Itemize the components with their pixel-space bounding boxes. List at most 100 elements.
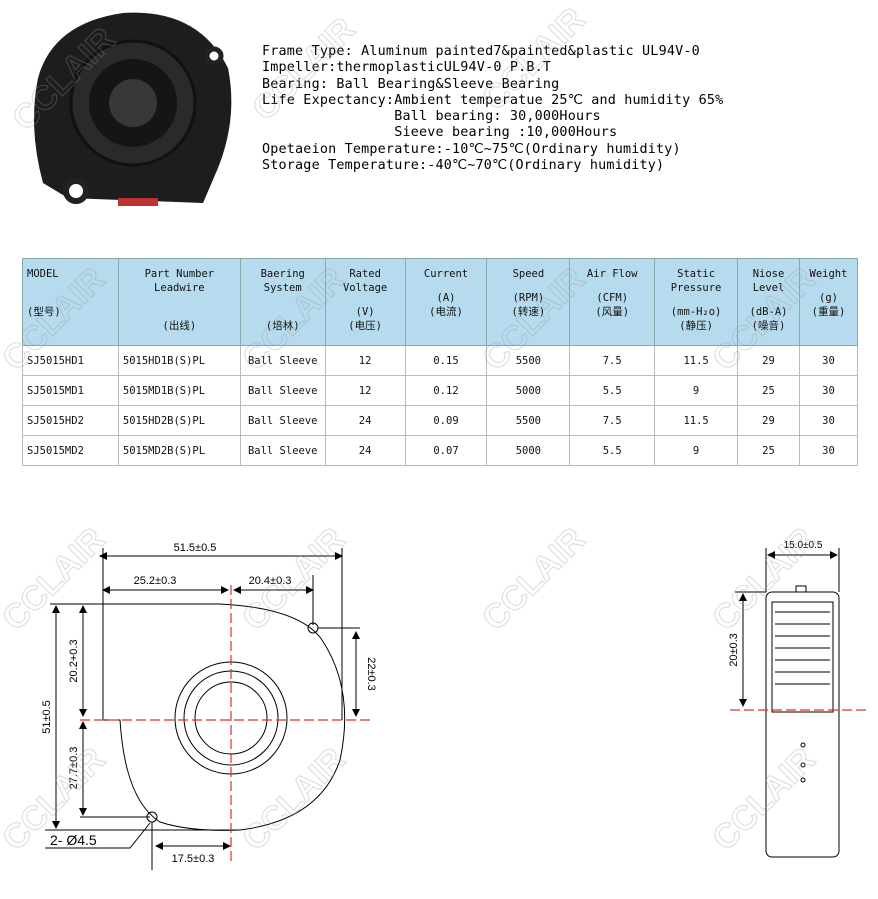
table-cell: 12 — [324, 345, 406, 376]
table-cell: 25 — [737, 435, 800, 466]
header-label: Weight — [809, 268, 848, 280]
table-cell: 30 — [798, 345, 859, 376]
table-cell: 5000 — [486, 435, 571, 466]
table-body: SJ5015HD1 5015HD1B(S)PL Ball Sleeve 12 0.15 5… — [22, 345, 859, 466]
table-cell: 29 — [737, 345, 800, 376]
column-header: Part Number Leadwire (出线) — [117, 258, 241, 346]
front-view-drawing — [45, 548, 360, 870]
header-label: Static Pressure — [670, 268, 722, 294]
table-cell: 5.5 — [569, 435, 656, 466]
table-cell: 5500 — [486, 405, 571, 436]
spec-line: Sieeve bearing :10,000Hours — [262, 125, 618, 141]
spec-line: Frame Type: Aluminum painted7&painted&pl… — [262, 44, 700, 59]
blower-fan-photo — [34, 12, 232, 206]
table-cell: 9 — [654, 435, 739, 466]
header-unit: (dB-A) — [749, 306, 788, 318]
spec-line: Bearing: Ball Bearing&Sleeve Bearing — [262, 76, 560, 92]
dim-overall-height: 51±0.5 — [41, 700, 53, 734]
table-cell: 7.5 — [569, 345, 656, 376]
table-cell: SJ5015HD2 — [22, 405, 119, 436]
column-header: Weight (g) (重量) — [798, 258, 859, 346]
header-unit — [243, 305, 323, 319]
table-cell: 9 — [654, 375, 739, 406]
dim-center-to-bottom-hole: 27.7±0.3 — [68, 747, 80, 790]
dim-overall-width: 51.5±0.5 — [174, 542, 217, 554]
header-chinese: (出线) — [162, 320, 197, 332]
header-chinese: (噪音) — [751, 320, 786, 332]
header-chinese: (电压) — [348, 320, 382, 332]
header-label: Niose Level — [752, 268, 785, 294]
column-header: Baering System (培林) — [239, 258, 326, 346]
table-cell: 7.5 — [569, 405, 656, 436]
header-unit: (A) — [436, 292, 456, 304]
table-cell: Ball Sleeve — [239, 345, 326, 376]
table-cell: 5015MD2B(S)PL — [117, 435, 241, 466]
header-unit: (g) — [819, 292, 838, 304]
column-header: Current (A) (电流) — [404, 258, 488, 346]
header-label: Air Flow — [586, 268, 638, 280]
table-row: SJ5015HD2 5015HD2B(S)PL Ball Sleeve 24 0.09 5… — [22, 405, 859, 436]
header-label: Speed — [512, 268, 545, 280]
header-chinese: (重量) — [811, 306, 846, 318]
side-view-drawing — [735, 548, 840, 858]
header-unit: (CFM) — [596, 292, 629, 304]
header-label: MODEL — [27, 268, 59, 280]
table-cell: Ball Sleeve — [239, 435, 326, 466]
table-row: SJ5015HD1 5015HD1B(S)PL Ball Sleeve 12 0.15 5… — [22, 345, 859, 376]
spec-line: Storage Temperature:-40℃~70℃(Ordinary hu… — [262, 158, 665, 174]
header-label: Current — [423, 268, 469, 280]
table-cell: 5000 — [486, 375, 571, 406]
dim-center-to-hole: 20.4±0.3 — [249, 575, 292, 587]
table-cell: 24 — [324, 405, 406, 436]
spec-line: Opetaeion Temperature:-10℃~75℃(Ordinary … — [262, 141, 681, 157]
table-cell: 5015MD1B(S)PL — [117, 375, 241, 406]
dim-bottom-hole-offset: 17.5±0.3 — [172, 853, 215, 865]
front-view-centerlines — [80, 585, 372, 862]
table-header-row: MODEL (型号) Part Number Leadwire (出线) Baeri… — [22, 258, 859, 346]
header-chinese: (风量) — [595, 306, 630, 318]
column-header: Speed (RPM) (转速) — [486, 258, 571, 346]
table-cell: 30 — [798, 435, 859, 466]
dim-holes: 2- Ø4.5 — [50, 832, 97, 848]
header-unit: (V) — [355, 306, 375, 318]
column-header: Rated Voltage (V) (电压) — [324, 258, 406, 346]
column-header: MODEL (型号) — [22, 258, 119, 346]
table-cell: 29 — [737, 405, 800, 436]
header-chinese: (转速) — [511, 306, 546, 318]
table-cell: 30 — [798, 405, 859, 436]
table-cell: SJ5015MD1 — [22, 375, 119, 406]
table-cell: 12 — [324, 375, 406, 406]
column-header: Static Pressure (mm-H₂o) (静压) — [654, 258, 739, 346]
header-unit: (mm-H₂o) — [670, 306, 722, 318]
header-unit: (RPM) — [512, 292, 545, 304]
table-cell: 0.12 — [404, 375, 488, 406]
table-cell: 5.5 — [569, 375, 656, 406]
table-cell: 24 — [324, 435, 406, 466]
column-header: Niose Level (dB-A) (噪音) — [737, 258, 800, 346]
spec-text: Frame Type: Aluminum painted7&painted&pl… — [262, 44, 723, 174]
table-cell: 11.5 — [654, 345, 739, 376]
table-cell: 30 — [798, 375, 859, 406]
header-unit — [121, 305, 238, 319]
table-cell: Ball Sleeve — [239, 405, 326, 436]
table-cell: SJ5015MD2 — [22, 435, 119, 466]
spec-line: Life Expectancy:Ambient temperatue 25℃ a… — [262, 92, 724, 108]
table-cell: SJ5015HD1 — [22, 345, 119, 376]
table-row: SJ5015MD2 5015MD2B(S)PL Ball Sleeve 24 0.07 5… — [22, 435, 859, 466]
dim-hole-to-center: 22±0.3 — [365, 657, 377, 691]
spec-line: Impeller:thermoplasticUL94V-0 P.B.T — [262, 60, 552, 76]
table-cell: 0.15 — [404, 345, 488, 376]
dim-height-to-center: 20±0.3 — [728, 633, 740, 667]
table-cell: 0.09 — [404, 405, 488, 436]
table-cell: 11.5 — [654, 405, 739, 436]
column-header: Air Flow (CFM) (风量) — [569, 258, 656, 346]
table-cell: 0.07 — [404, 435, 488, 466]
table-cell: 5015HD1B(S)PL — [117, 345, 241, 376]
dim-top-to-center: 20.2+0.3 — [68, 639, 80, 682]
spec-table: MODEL (型号) Part Number Leadwire (出线) Baeri… — [22, 258, 859, 466]
header-chinese: (培林) — [265, 320, 300, 332]
table-cell: 25 — [737, 375, 800, 406]
header-chinese: (静压) — [679, 320, 713, 332]
dimension-drawings: 51.5±0.5 25.2±0.3 20.4±0.3 51±0.5 20.2+0… — [41, 540, 868, 870]
